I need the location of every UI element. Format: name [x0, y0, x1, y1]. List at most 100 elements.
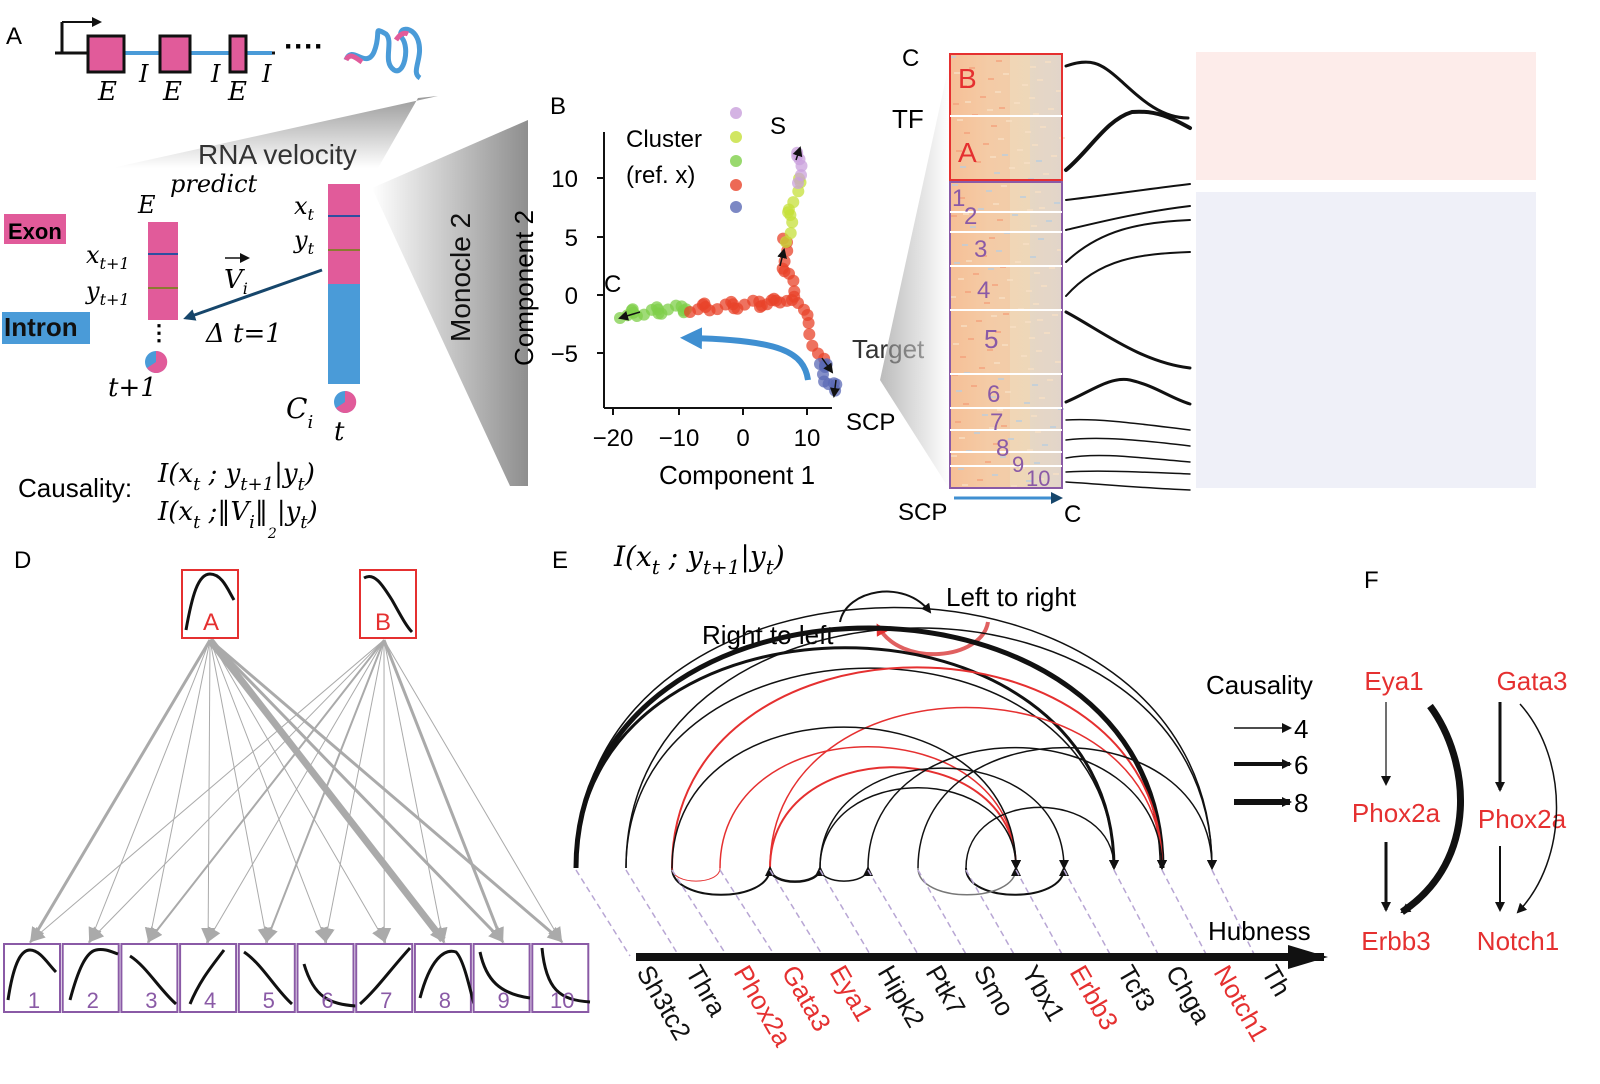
- b-ytick: 0: [565, 283, 578, 310]
- b-direction-arrow: [680, 327, 811, 381]
- b-xtick: −10: [659, 425, 700, 452]
- svg-text:9: 9: [497, 988, 509, 1013]
- f-left-mid: Phox2a: [1352, 798, 1441, 828]
- e-formula: I(xt ; yt+1|yt): [613, 540, 785, 579]
- legend-title-2: (ref. x): [626, 162, 695, 189]
- d-edge-A-7: [209, 639, 387, 944]
- c-heatmap: [950, 54, 1065, 488]
- b-y-ticks: 10 5 0 −5: [551, 166, 604, 368]
- d-edge-B-8: [383, 639, 448, 944]
- e-connector: [1161, 869, 1208, 957]
- b-ytick: −5: [551, 341, 578, 368]
- d-tf-node-a: A: [181, 569, 239, 639]
- d-edge-A-1: [29, 639, 212, 944]
- svg-text:5: 5: [263, 988, 275, 1013]
- svg-text:10: 10: [550, 988, 574, 1013]
- c-target-highlight-band: [1196, 192, 1536, 488]
- panel-label-e: E: [552, 547, 568, 574]
- svg-text:8: 8: [439, 988, 451, 1013]
- c-target-10: 10: [1026, 466, 1050, 491]
- exon-label-1: E: [97, 77, 117, 107]
- svg-text:2: 2: [87, 988, 99, 1013]
- d-edge-A-10: [209, 638, 564, 943]
- c-axis-end: C: [1064, 501, 1081, 528]
- trajectory-point: [780, 236, 792, 248]
- d-edge-A-3: [144, 639, 211, 944]
- d-edge-B-6: [320, 639, 385, 944]
- d-edge-B-3: [146, 639, 385, 944]
- d-edge-A-9: [208, 638, 505, 943]
- d-target-node-10: 10: [531, 943, 591, 1013]
- e-arc: [625, 627, 1217, 870]
- e-arc: [965, 806, 1119, 870]
- d-edge-B-10: [383, 639, 563, 944]
- f-right-top: Gata3: [1497, 666, 1568, 696]
- d-edge-A-5: [209, 639, 272, 944]
- c-i-label: Ci: [286, 392, 313, 433]
- d-edge-A-2: [88, 639, 211, 944]
- causality-label: Causality:: [18, 473, 132, 503]
- svg-text:A: A: [203, 609, 219, 636]
- svg-text:B: B: [375, 609, 391, 636]
- d-edge-B-2: [87, 639, 385, 943]
- c-target-8: 8: [996, 435, 1009, 462]
- c-target-3: 3: [974, 236, 987, 263]
- e-connector: [965, 869, 1016, 957]
- c-target-5: 5: [984, 324, 998, 354]
- c-target-1: 1: [952, 185, 965, 212]
- b-ytick: 10: [551, 166, 578, 193]
- e-arc: [867, 747, 1167, 870]
- e-connector: [1211, 869, 1256, 957]
- e-gene-label-erbb3: Erbb3: [1064, 960, 1125, 1035]
- bar-left-label: E: [137, 191, 156, 219]
- e-legend-ltr: Left to right: [946, 582, 1077, 612]
- e-gene-label-ybx1: Ybx1: [1016, 960, 1072, 1026]
- panel-label-d: D: [14, 547, 31, 574]
- velocity-arrow-mark: [830, 379, 840, 398]
- delta-t-label: Δ t=1: [205, 319, 282, 349]
- exon-label-3: E: [227, 77, 247, 107]
- exon-box-1: [86, 34, 126, 74]
- intron-label-3: I: [261, 60, 272, 88]
- e-arc: [917, 866, 1021, 896]
- rna-velocity-label: RNA velocity: [198, 139, 357, 170]
- d-edge-B-9: [382, 639, 504, 944]
- c-tf-block-a: A: [958, 137, 977, 168]
- e-arc: [574, 646, 1119, 870]
- e-arc: [769, 766, 1021, 870]
- t-plus-1-label: t+1: [108, 373, 157, 403]
- d-edge-B-4: [206, 639, 385, 944]
- branch-scp-label: SCP: [846, 409, 895, 436]
- svg-text:4: 4: [204, 988, 216, 1013]
- c-trend-curves: [1064, 60, 1192, 491]
- e-arc: [573, 625, 1167, 870]
- monocle-wedge: [372, 120, 528, 486]
- y-t1-label: yt+1: [85, 277, 130, 309]
- e-arc: [625, 667, 1119, 870]
- e-connector: [575, 869, 631, 957]
- b-xtick: 0: [736, 425, 749, 452]
- svg-text:3: 3: [145, 988, 157, 1013]
- svg-text:7: 7: [380, 988, 392, 1013]
- d-target-node-3: 3: [120, 943, 179, 1013]
- b-x-ticks: −20 −10 0 10: [593, 408, 820, 452]
- e-connector: [917, 869, 968, 957]
- bar-t1-exon: [148, 222, 178, 320]
- trajectory-point: [802, 317, 815, 329]
- exon-label-2: E: [162, 77, 182, 107]
- c-target-9: 9: [1012, 452, 1024, 477]
- e-arc: [671, 866, 775, 896]
- e-causality-8: 8: [1294, 788, 1308, 818]
- intron-label-1: I: [138, 60, 149, 88]
- e-arc: [819, 767, 1069, 870]
- velocity-label: Vi: [224, 265, 248, 298]
- d-target-node-9: 9: [472, 943, 531, 1013]
- d-edge-B-5: [264, 639, 385, 944]
- e-connector: [1113, 869, 1160, 957]
- d-target-node-6: 6: [296, 943, 357, 1013]
- e-connector: [1063, 869, 1112, 957]
- trajectory-point: [784, 227, 797, 240]
- gene-structure: E E E I I I ····: [55, 17, 422, 107]
- svg-text:1: 1: [28, 988, 40, 1013]
- panel-label-c: C: [902, 45, 919, 72]
